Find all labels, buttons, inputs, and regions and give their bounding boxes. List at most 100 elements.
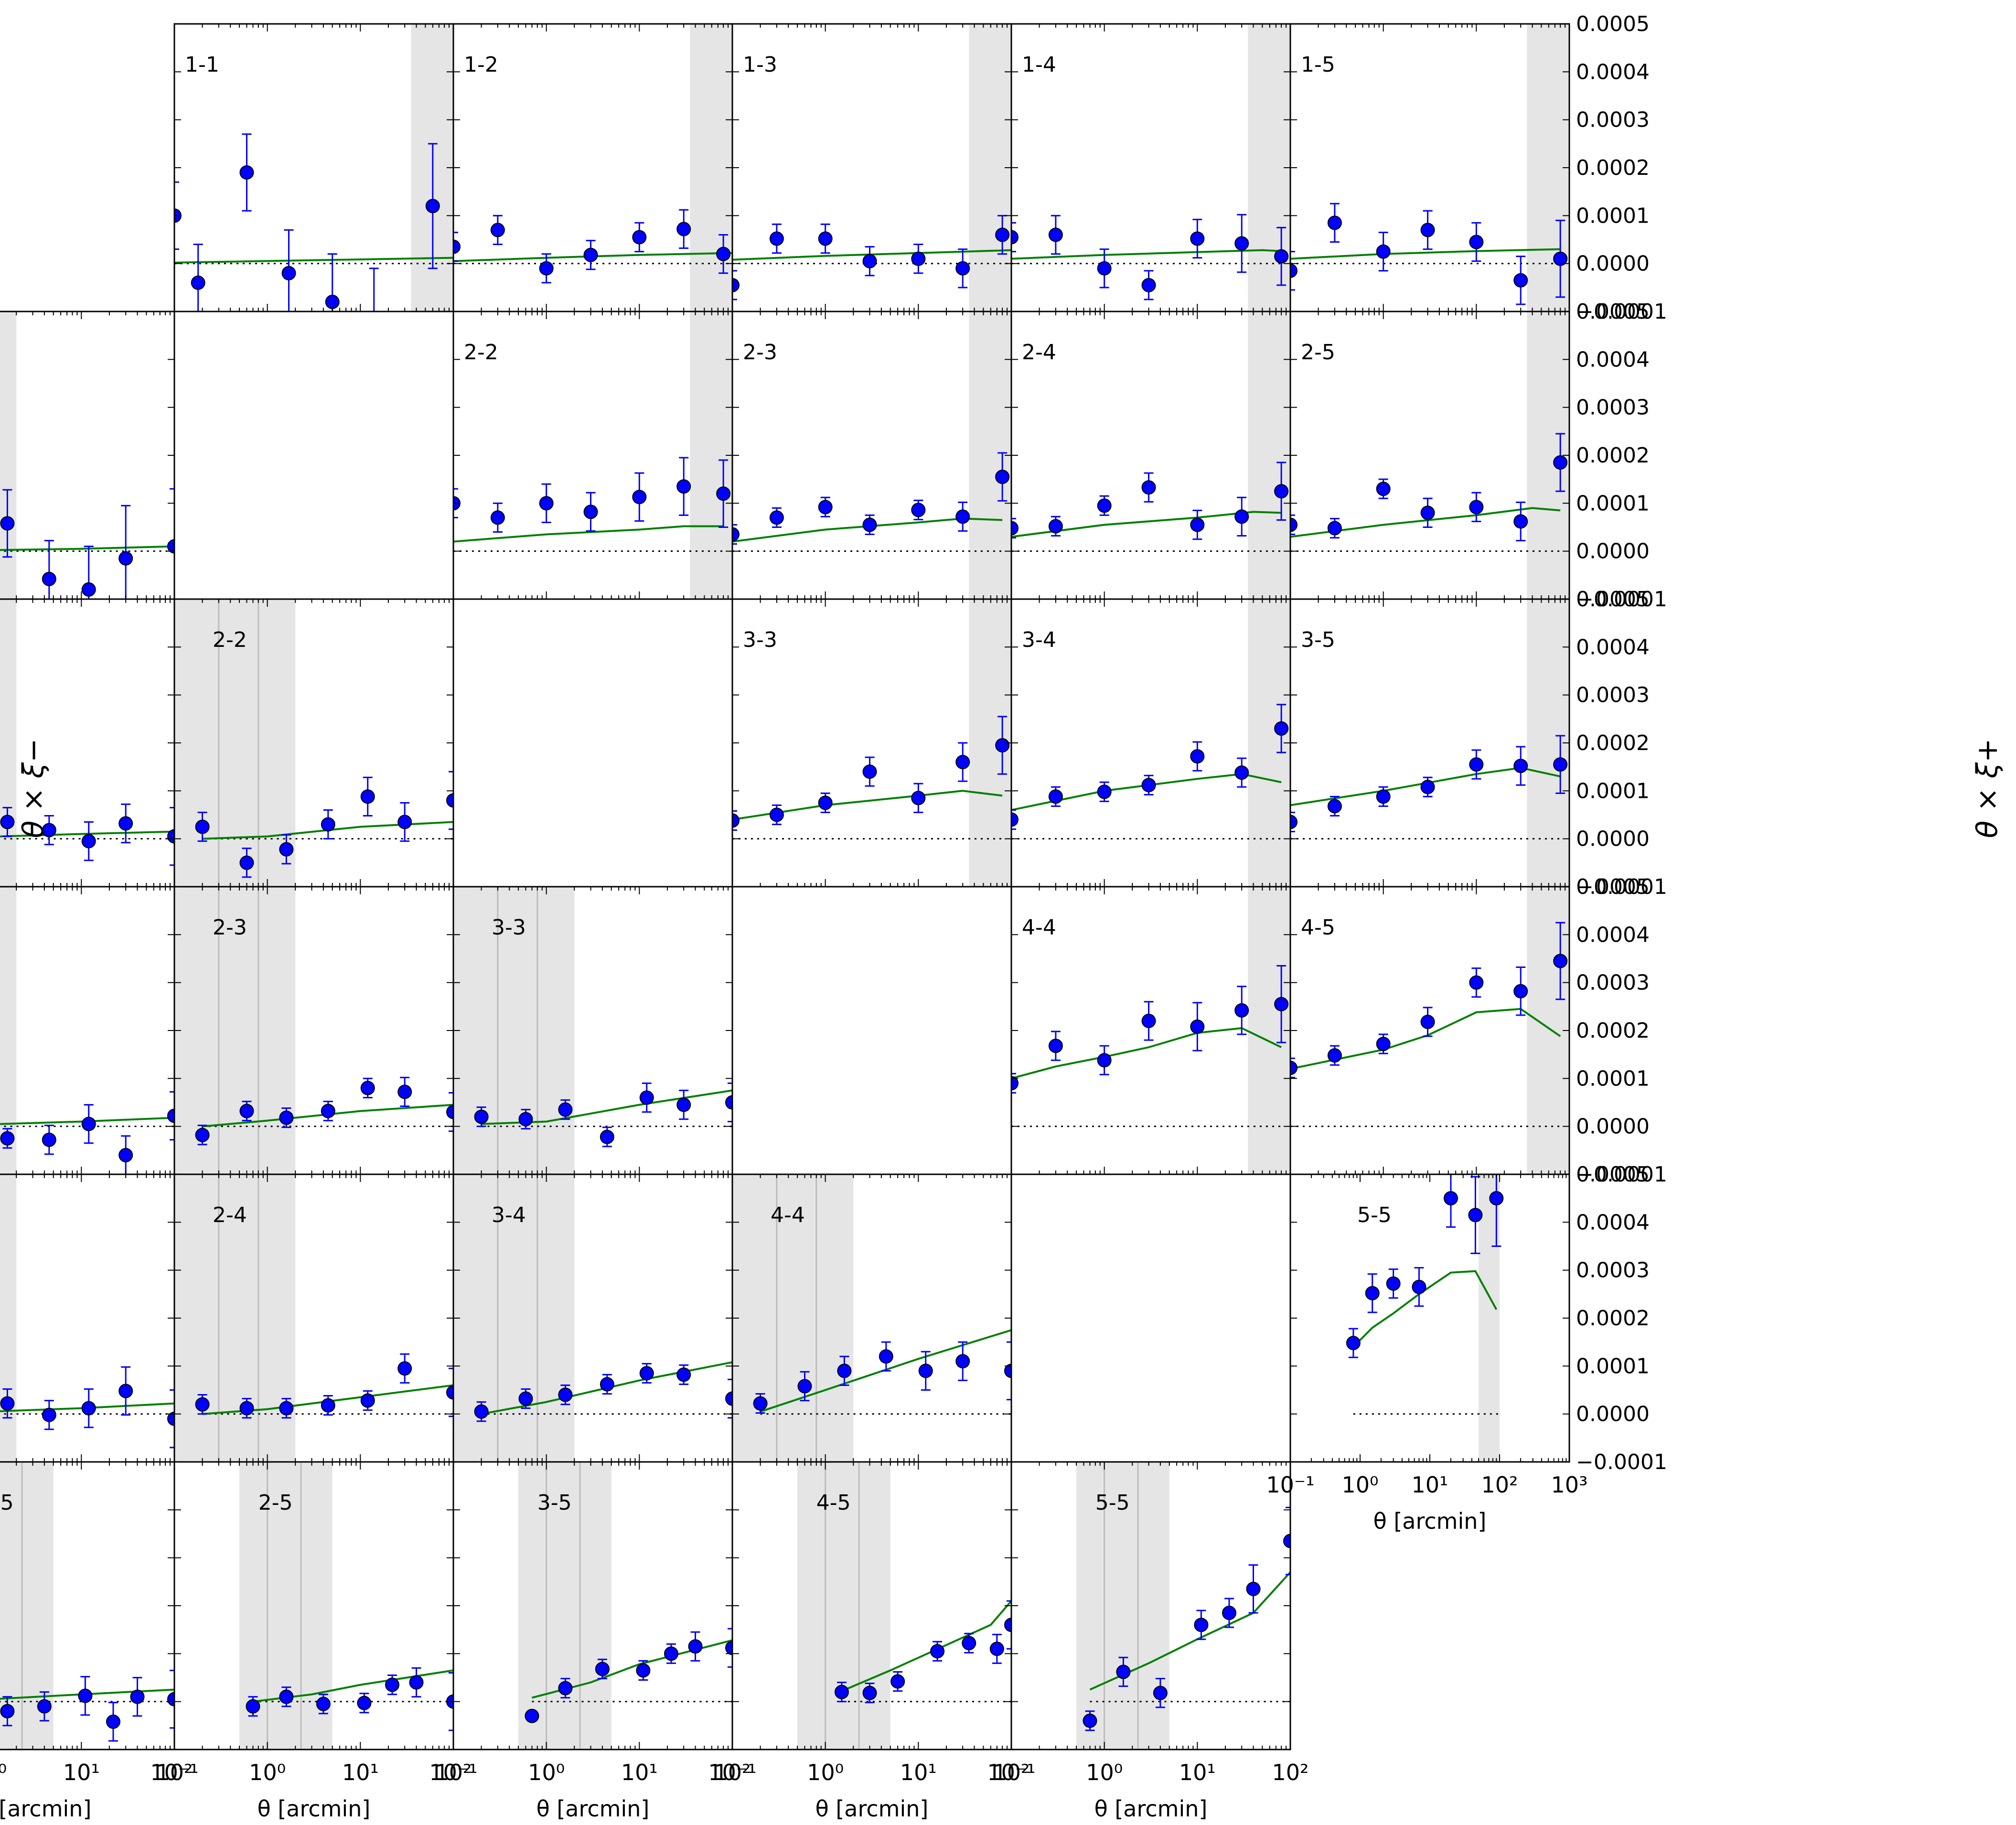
x-tick-label: 10⁰ <box>1086 1760 1123 1785</box>
y-tick-label: 0.0002 <box>1576 1306 1650 1331</box>
data-point <box>1489 1191 1504 1206</box>
data-point <box>1190 517 1205 532</box>
data-point <box>725 1391 732 1406</box>
data-point <box>1097 498 1112 513</box>
data-point <box>725 1641 732 1655</box>
data-point <box>446 793 453 808</box>
panel-xim-2-4: 2-4 <box>173 1173 454 1463</box>
data-point <box>425 199 440 214</box>
data-point <box>962 1636 976 1651</box>
panel-xip-1-3: 1-3 <box>731 23 1012 312</box>
data-point <box>769 510 784 525</box>
data-point <box>367 319 381 333</box>
data-point <box>167 1411 174 1426</box>
y-tick-label: 0.0001 <box>1576 779 1650 803</box>
y-tick-label: −0.0001 <box>1576 875 1667 899</box>
model-curve <box>1011 773 1282 811</box>
data-point <box>1116 1664 1131 1679</box>
data-point <box>1290 263 1298 278</box>
data-point <box>118 1148 133 1162</box>
data-point <box>879 1349 893 1364</box>
data-point <box>1011 521 1019 536</box>
data-point <box>632 490 647 505</box>
data-point <box>664 1646 678 1661</box>
data-point <box>716 486 731 501</box>
data-point <box>321 1104 335 1118</box>
x-tick-label: 10¹ <box>63 1760 100 1785</box>
data-point <box>676 1097 691 1112</box>
panel-label: 1-5 <box>0 1491 14 1515</box>
data-point <box>118 816 133 831</box>
data-point <box>490 223 505 237</box>
y-tick-label: 0.0004 <box>1576 1210 1650 1235</box>
panel-content <box>453 1174 732 1462</box>
panel-label: 2-2 <box>213 628 247 652</box>
panel-xip-3-5: 3-5 <box>1289 598 1570 888</box>
panel-content <box>518 1462 732 1750</box>
y-tick-label: 0.0003 <box>1576 971 1650 995</box>
panel-xip-1-5: 1-5 <box>1289 23 1570 312</box>
panel-label: 1-1 <box>185 53 219 77</box>
data-point <box>930 1644 945 1659</box>
x-tick-label: 10² <box>993 1760 1030 1785</box>
data-point <box>1190 231 1205 246</box>
data-point <box>0 1396 15 1411</box>
model-curve <box>202 1384 453 1415</box>
panel-xim-3-5: 3-5 <box>452 1461 733 1750</box>
data-point <box>1469 757 1484 772</box>
data-point <box>1234 236 1249 251</box>
panel-label: 2-3 <box>213 915 247 940</box>
empty-panel-frame <box>173 311 454 600</box>
data-point <box>1443 1191 1458 1206</box>
panel-frame <box>0 886 175 1175</box>
data-point <box>446 1105 453 1119</box>
data-point <box>1420 780 1435 794</box>
data-point <box>0 1131 15 1146</box>
panel-frame <box>0 311 175 600</box>
data-point <box>716 247 731 261</box>
panel-label: 1-2 <box>464 53 498 77</box>
data-point <box>1386 1276 1401 1291</box>
panel-xim-2-2: 2-2 <box>173 598 454 888</box>
data-point <box>239 1104 254 1118</box>
y-tick-label: 0.0005 <box>1576 300 1650 324</box>
data-point <box>725 1095 732 1110</box>
data-point <box>474 1109 489 1124</box>
x-tick-label: 10⁰ <box>249 1760 286 1785</box>
data-point <box>1141 278 1156 292</box>
panel-label: 2-4 <box>1022 340 1056 365</box>
x-tick-label: 10⁻¹ <box>429 1760 477 1785</box>
data-point <box>688 1639 703 1654</box>
panel-label: 4-5 <box>816 1491 851 1515</box>
data-point <box>1048 227 1063 242</box>
model-curve <box>202 1104 453 1127</box>
right-ylabel: θ × ξ+ <box>1971 739 2004 838</box>
panel-content <box>0 1174 174 1462</box>
data-point <box>818 231 833 246</box>
panel-label: 2-2 <box>464 340 498 365</box>
y-tick-label: 0.0003 <box>1576 1258 1650 1283</box>
panel-label: 5-5 <box>1095 1491 1130 1515</box>
y-tick-label: 0.0004 <box>1576 923 1650 947</box>
y-tick-label: −0.0001 <box>1576 587 1667 612</box>
panel-xim-3-4: 3-4 <box>452 1173 733 1463</box>
panel-xim-1-1: 1-1 <box>0 311 175 600</box>
data-point <box>732 278 740 292</box>
data-point <box>676 222 691 236</box>
model-curve <box>760 1329 1011 1413</box>
data-point <box>558 1102 573 1117</box>
panel-frame <box>1289 1173 1570 1463</box>
y-tick-label: 0.0001 <box>1576 204 1650 228</box>
model-curve <box>732 517 1003 543</box>
panel-content <box>732 599 1011 887</box>
panel-xim-5-5: 5-5 <box>1010 1461 1291 1750</box>
data-point <box>583 247 598 262</box>
panel-xim-1-3: 1-3 <box>0 886 175 1175</box>
data-point <box>1553 455 1568 470</box>
data-point <box>518 1391 533 1406</box>
data-point <box>279 1110 294 1125</box>
data-point <box>595 1662 610 1676</box>
panel-label: 1-4 <box>1022 53 1056 77</box>
data-point <box>525 1708 539 1723</box>
panel-content <box>797 1462 1011 1750</box>
